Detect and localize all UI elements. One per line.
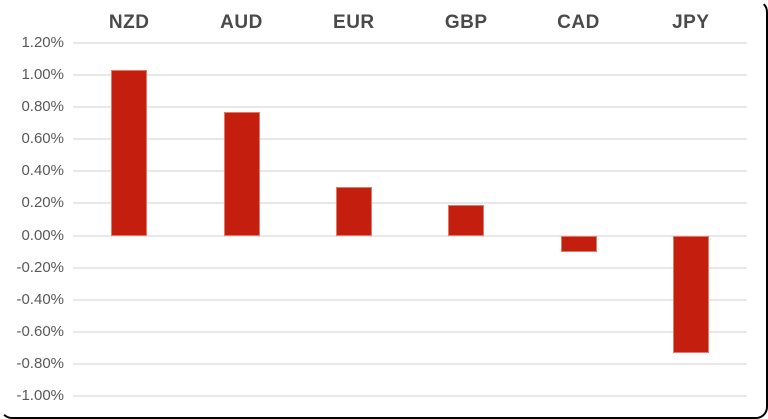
category-label-cad: CAD [557, 12, 600, 33]
y-axis-tick-label: 0.60% [21, 130, 64, 148]
y-axis-tick-label: 1.20% [21, 34, 64, 51]
y-axis-tick-label: -1.00% [16, 387, 64, 404]
gridline [73, 138, 747, 141]
category-label-nzd: NZD [108, 12, 150, 33]
gridline [73, 170, 747, 173]
gridline [73, 266, 747, 269]
gridline [73, 42, 747, 44]
gridline [73, 106, 747, 109]
gridline [73, 298, 747, 301]
bar-cad [560, 235, 597, 252]
y-axis-tick-label: 0.00% [21, 226, 64, 244]
category-label-eur: EUR [333, 12, 375, 33]
gridline [73, 234, 747, 237]
gridline [73, 202, 747, 205]
y-axis-tick-label: -0.60% [16, 322, 64, 340]
y-axis-tick-label: -0.20% [16, 258, 64, 276]
y-axis-tick-label: 0.80% [21, 98, 64, 116]
gridline [73, 362, 747, 365]
gridline [73, 395, 747, 397]
gridline [73, 74, 747, 77]
bar-aud [223, 111, 260, 236]
bar-jpy [672, 235, 709, 353]
y-axis-tick-label: -0.80% [16, 354, 64, 372]
category-label-aud: AUD [220, 12, 263, 33]
category-label-jpy: JPY [672, 12, 710, 33]
y-axis-tick-label: 1.00% [21, 66, 64, 84]
y-axis-tick-label: 0.40% [21, 162, 64, 180]
y-axis-tick-label: -0.40% [16, 290, 64, 308]
bar-nzd [111, 70, 148, 236]
category-label-gbp: GBP [444, 12, 488, 33]
bar-eur [335, 187, 372, 236]
y-axis-tick-label: 0.20% [21, 194, 64, 212]
bar-gbp [448, 205, 485, 236]
gridline [73, 330, 747, 333]
